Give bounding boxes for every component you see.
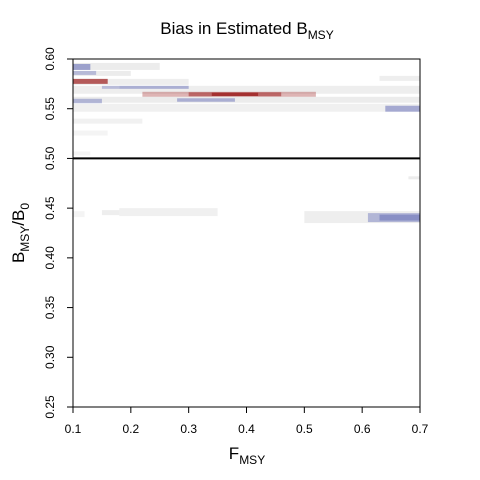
y-tick-label: 0.35 [43,296,57,320]
heatmap-cell [73,151,91,156]
heatmap-cell [119,208,218,217]
heatmap-cell [73,211,85,218]
heatmap-cell [73,62,160,70]
heatmap-cell [119,85,189,89]
y-axis: 0.25 0.30 0.35 0.40 0.45 0.50 0.55 0.60 [43,47,74,419]
heatmap-cell [73,118,143,124]
x-tick-label: 0.3 [180,422,197,436]
heatmap-cell [379,214,420,221]
heatmap-cell [408,176,420,180]
y-tick-label: 0.40 [43,246,57,270]
y-tick-label: 0.30 [43,345,57,369]
chart-title: Bias in Estimated BMSY [160,19,333,42]
heatmap-cell [73,78,189,85]
heatmap-cell [73,85,420,94]
y-axis-label: BMSY/B0 [9,203,32,263]
heatmap-cell [304,211,420,224]
x-tick-label: 0.6 [354,422,371,436]
heatmap-cell [101,85,120,89]
heatmap-cell [73,98,102,104]
heatmap-cell [73,70,131,76]
heatmap-cell [101,210,120,216]
heatmap-cell [73,103,420,112]
x-axis: 0.1 0.2 0.3 0.4 0.5 0.6 0.7 [65,406,429,436]
heatmap-cell [73,96,420,103]
y-tick-label: 0.55 [43,97,57,121]
y-tick-label: 0.45 [43,196,57,220]
x-tick-label: 0.5 [296,422,313,436]
x-tick-label: 0.4 [238,422,255,436]
x-tick-label: 0.2 [122,422,139,436]
y-tick-label: 0.60 [43,47,57,71]
x-tick-label: 0.7 [412,422,429,436]
heatmap-cell [73,70,97,75]
x-tick-label: 0.1 [65,422,82,436]
heatmap-cell [177,98,235,102]
heatmap-cell [73,130,108,136]
y-tick-label: 0.25 [43,395,57,419]
heatmap-cell [385,105,420,112]
x-axis-label: FMSY [229,444,265,467]
heatmap-cell [73,63,91,70]
heatmap-cells [73,62,420,224]
heatmap-cell [73,78,108,84]
y-tick-label: 0.50 [43,146,57,170]
heatmap-cell [379,75,420,81]
heatmap-cell [211,92,259,96]
